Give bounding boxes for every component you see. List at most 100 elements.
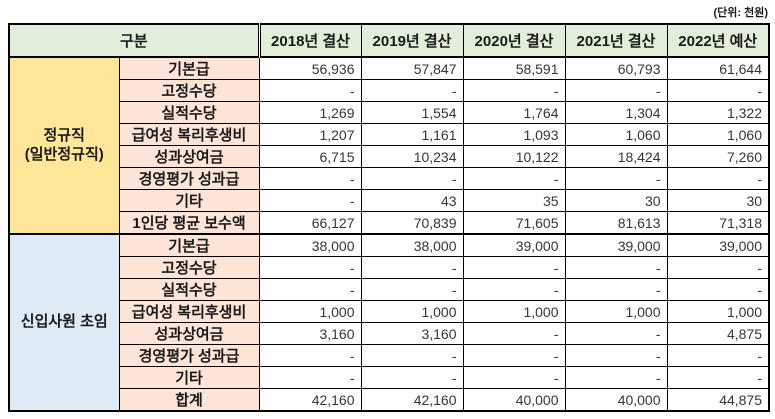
- value-cell: -: [258, 278, 362, 301]
- value-cell: 1,764: [462, 101, 566, 124]
- value-cell: -: [564, 167, 668, 190]
- value-cell: 35: [462, 189, 566, 212]
- value-cell: -: [462, 322, 566, 345]
- row-label: 경영평가 성과급: [118, 344, 260, 367]
- value-cell: -: [360, 344, 464, 367]
- value-cell: -: [462, 366, 566, 389]
- value-cell: -: [564, 366, 668, 389]
- table-row: 합계 42,160 42,160 40,000 40,000 44,875: [9, 388, 770, 412]
- value-cell: 1,000: [462, 300, 566, 323]
- value-cell: 7,260: [666, 145, 770, 168]
- value-cell: 1,000: [564, 300, 668, 323]
- value-cell: -: [462, 256, 566, 279]
- value-cell: -: [462, 344, 566, 367]
- row-label: 실적수당: [118, 101, 260, 124]
- value-cell: -: [258, 366, 362, 389]
- value-cell: 10,122: [462, 145, 566, 168]
- value-cell: 66,127: [258, 211, 362, 235]
- year-header-2019: 2019년 결산: [360, 23, 464, 58]
- value-cell: -: [462, 79, 566, 102]
- value-cell: 71,605: [462, 211, 566, 235]
- year-header-2022: 2022년 예산: [666, 23, 770, 58]
- table-row: 기타 -43 35 30 30: [9, 189, 770, 212]
- table-row: 고정수당 - - - - -: [9, 79, 770, 102]
- value-cell: 30: [564, 189, 668, 212]
- value-cell: 39,000: [564, 233, 668, 257]
- value-cell: -: [462, 167, 566, 190]
- value-cell: 6,715: [258, 145, 362, 168]
- row-label: 합계: [118, 388, 260, 412]
- value-cell: 39,000: [666, 233, 770, 257]
- value-cell: 60,793: [564, 56, 668, 80]
- salary-table: 구분 2018년 결산 2019년 결산 2020년 결산 2021년 결산 2…: [8, 23, 771, 412]
- header-row: 구분 2018년 결산 2019년 결산 2020년 결산 2021년 결산 2…: [8, 23, 770, 58]
- value-cell: 1,161: [360, 123, 464, 146]
- value-cell: 38,000: [360, 233, 464, 257]
- value-cell: 42,160: [258, 388, 362, 412]
- value-cell: 1,060: [564, 123, 668, 146]
- table-row: 급여성 복리후생비 1,207 1,161 1,093 1,060 1,060: [9, 123, 770, 146]
- table-row: 1인당 평균 보수액 66,127 70,839 71,605 81,613 71,318: [9, 211, 770, 235]
- row-label: 급여성 복리후생비: [118, 300, 260, 323]
- row-label: 기본급: [118, 233, 260, 257]
- value-cell: -: [258, 167, 362, 190]
- year-header-2021: 2021년 결산: [564, 23, 668, 58]
- section-cell: 신입사원 초임: [8, 233, 120, 412]
- row-label: 실적수당: [118, 278, 260, 301]
- unit-label: (단위: 천원): [713, 7, 768, 19]
- year-header-2018: 2018년 결산: [258, 23, 362, 58]
- value-cell: 30: [666, 189, 770, 212]
- value-cell: 3,160: [360, 322, 464, 345]
- row-label: 급여성 복리후생비: [118, 123, 260, 146]
- value-cell: 1,269: [258, 101, 362, 124]
- value-cell: 1,322: [666, 101, 770, 124]
- value-cell: -: [666, 344, 770, 367]
- value-cell: -: [666, 167, 770, 190]
- table-row: 경영평가 성과급 - - - - -: [9, 344, 770, 367]
- value-cell: -: [666, 278, 770, 301]
- value-cell: 56,936: [258, 56, 362, 80]
- value-cell: 1,000: [258, 300, 362, 323]
- row-label: 고정수당: [118, 256, 260, 279]
- table-row: 고정수당 - - - - -: [9, 256, 770, 279]
- section-cell: 정규직 (일반정규직): [8, 56, 120, 235]
- row-label: 기타: [118, 189, 260, 212]
- value-cell: -: [564, 344, 668, 367]
- value-cell: -: [666, 366, 770, 389]
- table-row: 경영평가 성과급 - - - - -: [9, 167, 770, 190]
- value-cell: 71,318: [666, 211, 770, 235]
- table-row: 성과상여금 6,715 10,234 10,122 18,424 7,260: [9, 145, 770, 168]
- value-cell: -: [666, 256, 770, 279]
- value-cell: -: [258, 79, 362, 102]
- value-cell: -: [564, 79, 668, 102]
- value-cell: -: [258, 189, 362, 212]
- value-cell: -: [360, 278, 464, 301]
- table-row: 기타 - - - - -: [9, 366, 770, 389]
- table-row: 정규직 (일반정규직) 기본급 56,936 57,847 58,591 60,793 61…: [8, 56, 770, 235]
- value-cell: 70,839: [360, 211, 464, 235]
- value-cell: 10,234: [360, 145, 464, 168]
- value-cell: 1,207: [258, 123, 362, 146]
- value-cell: 44,875: [666, 388, 770, 412]
- value-cell: 42,160: [360, 388, 464, 412]
- value-cell: -: [360, 79, 464, 102]
- value-cell: 1,000: [666, 300, 770, 323]
- row-label: 성과상여금: [118, 322, 260, 345]
- value-cell: 57,847: [360, 56, 464, 80]
- value-cell: 58,591: [462, 56, 566, 80]
- row-label: 1인당 평균 보수액: [118, 211, 260, 235]
- value-cell: 1,304: [564, 101, 668, 124]
- value-cell: 1,093: [462, 123, 566, 146]
- value-cell: 1,060: [666, 123, 770, 146]
- value-cell: 61,644: [666, 56, 770, 80]
- table-row: 신입사원 초임 기본급 38,000 38,000 39,000 39,000 39,000: [8, 233, 770, 412]
- row-label: 경영평가 성과급: [118, 167, 260, 190]
- value-cell: 18,424: [564, 145, 668, 168]
- year-header-2020: 2020년 결산: [462, 23, 566, 58]
- value-cell: 40,000: [462, 388, 566, 412]
- row-label: 고정수당: [118, 79, 260, 102]
- corner-header: 구분: [8, 23, 261, 58]
- value-cell: -: [666, 79, 770, 102]
- value-cell: 1,000: [360, 300, 464, 323]
- value-cell: -: [564, 256, 668, 279]
